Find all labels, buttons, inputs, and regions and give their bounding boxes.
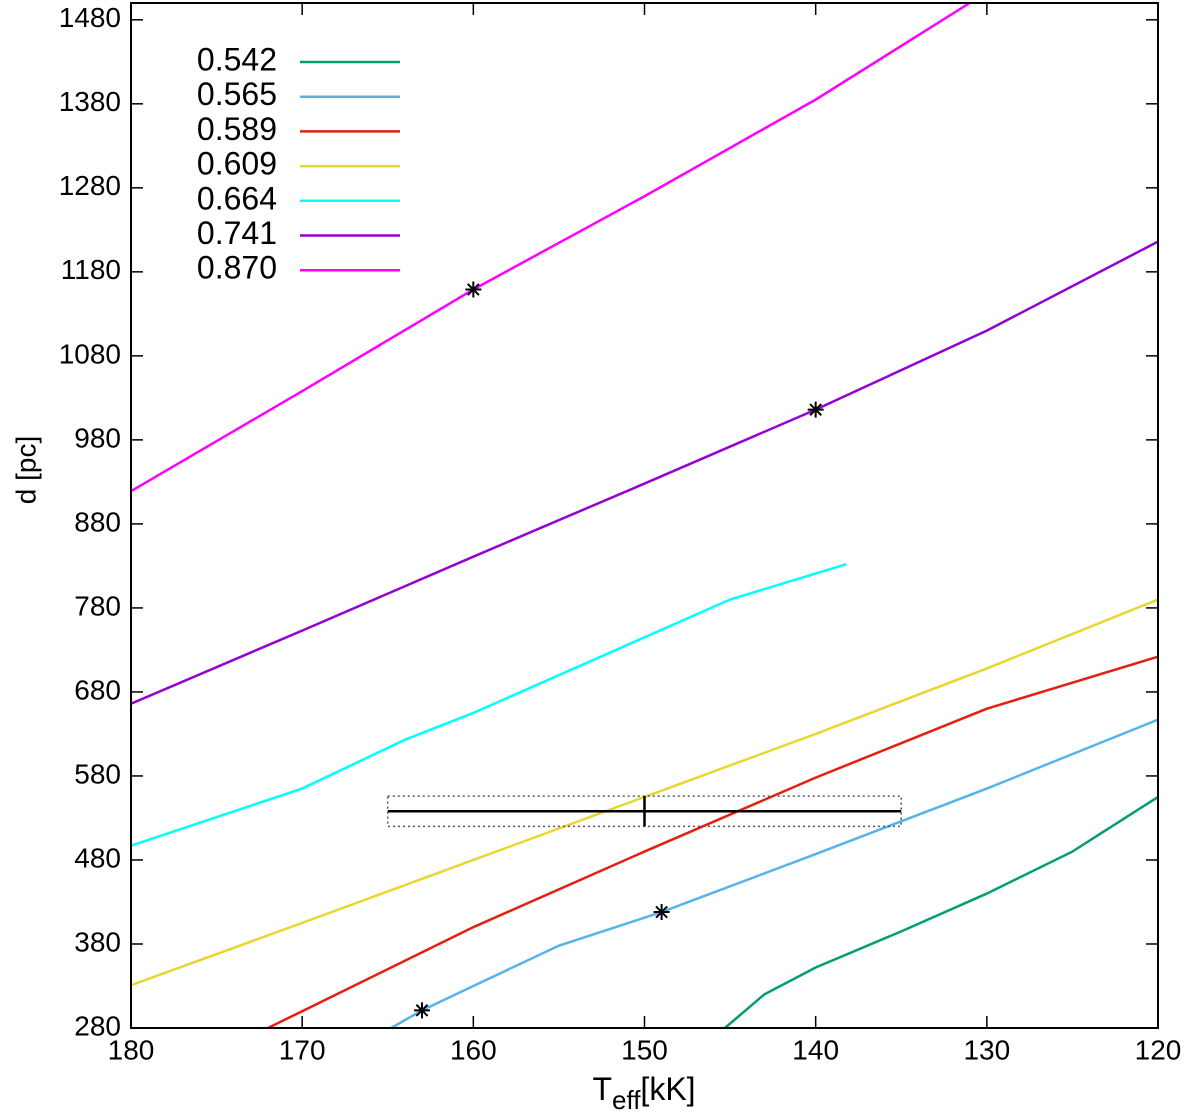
y-tick-label: 1280 <box>59 170 121 201</box>
y-tick-label: 780 <box>74 590 121 621</box>
series-line <box>131 240 1158 705</box>
legend-label: 0.609 <box>197 146 277 182</box>
x-tick-label: 180 <box>108 1034 155 1065</box>
x-label-sub: eff <box>612 1085 641 1115</box>
y-tick-label: 1180 <box>61 254 121 285</box>
series-line <box>131 3 971 493</box>
y-tick-label: 580 <box>74 758 121 789</box>
y-tick-label: 480 <box>74 842 121 873</box>
y-tick-label: 880 <box>74 506 121 537</box>
y-tick-label: 1480 <box>59 2 121 33</box>
series-line <box>390 718 1158 1028</box>
star-marker <box>807 401 824 418</box>
plot-frame <box>130 2 1159 1029</box>
star-marker <box>653 904 670 921</box>
x-tick-label: 160 <box>450 1034 497 1065</box>
legend-label: 0.542 <box>197 41 277 77</box>
star-marker <box>413 1002 430 1019</box>
series-line <box>131 563 847 847</box>
legend-label: 0.565 <box>197 76 277 112</box>
series-line <box>131 598 1158 987</box>
x-label-main: T <box>592 1071 612 1107</box>
y-tick-label: 980 <box>74 422 121 453</box>
y-tick-label: 1380 <box>59 86 121 117</box>
legend-label: 0.589 <box>197 111 277 147</box>
x-axis-label: Teff[kK] <box>592 1071 695 1114</box>
series-line <box>267 655 1158 1028</box>
y-tick-label: 680 <box>74 674 121 705</box>
y-tick-label: 280 <box>74 1010 121 1041</box>
y-tick-label: 380 <box>74 926 121 957</box>
star-marker <box>465 281 482 298</box>
x-tick-label: 120 <box>1135 1034 1182 1065</box>
x-tick-label: 170 <box>279 1034 326 1065</box>
legend-label: 0.741 <box>197 215 277 251</box>
legend-label: 0.664 <box>197 180 277 216</box>
y-axis-label: d [pc] <box>10 436 41 504</box>
x-tick-label: 150 <box>621 1034 668 1065</box>
x-tick-label: 140 <box>792 1034 839 1065</box>
legend-label: 0.870 <box>197 250 277 286</box>
y-tick-label: 1080 <box>59 338 121 369</box>
x-label-unit: [kK] <box>640 1071 695 1107</box>
x-tick-label: 130 <box>963 1034 1010 1065</box>
series-line <box>724 795 1158 1028</box>
